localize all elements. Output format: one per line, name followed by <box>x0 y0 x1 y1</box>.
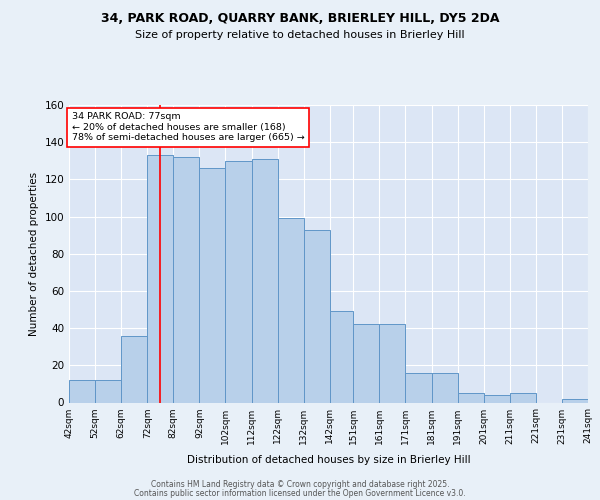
Bar <box>121 336 147 402</box>
Text: Contains HM Land Registry data © Crown copyright and database right 2025.: Contains HM Land Registry data © Crown c… <box>151 480 449 489</box>
Text: 34, PARK ROAD, QUARRY BANK, BRIERLEY HILL, DY5 2DA: 34, PARK ROAD, QUARRY BANK, BRIERLEY HIL… <box>101 12 499 26</box>
Y-axis label: Number of detached properties: Number of detached properties <box>29 172 39 336</box>
Bar <box>199 168 226 402</box>
Bar <box>251 159 278 402</box>
Text: Contains public sector information licensed under the Open Government Licence v3: Contains public sector information licen… <box>134 489 466 498</box>
Bar <box>484 395 510 402</box>
Bar <box>304 230 330 402</box>
Bar <box>226 161 251 402</box>
Bar <box>379 324 406 402</box>
Text: Size of property relative to detached houses in Brierley Hill: Size of property relative to detached ho… <box>135 30 465 40</box>
Bar <box>406 373 431 402</box>
Bar <box>278 218 304 402</box>
Bar <box>95 380 121 402</box>
Bar <box>510 393 536 402</box>
X-axis label: Distribution of detached houses by size in Brierley Hill: Distribution of detached houses by size … <box>187 455 470 465</box>
Bar <box>431 373 458 402</box>
Bar <box>147 155 173 402</box>
Bar <box>330 312 353 402</box>
Bar <box>353 324 379 402</box>
Bar <box>173 157 199 402</box>
Bar <box>458 393 484 402</box>
Bar <box>562 399 588 402</box>
Bar <box>69 380 95 402</box>
Text: 34 PARK ROAD: 77sqm
← 20% of detached houses are smaller (168)
78% of semi-detac: 34 PARK ROAD: 77sqm ← 20% of detached ho… <box>71 112 304 142</box>
